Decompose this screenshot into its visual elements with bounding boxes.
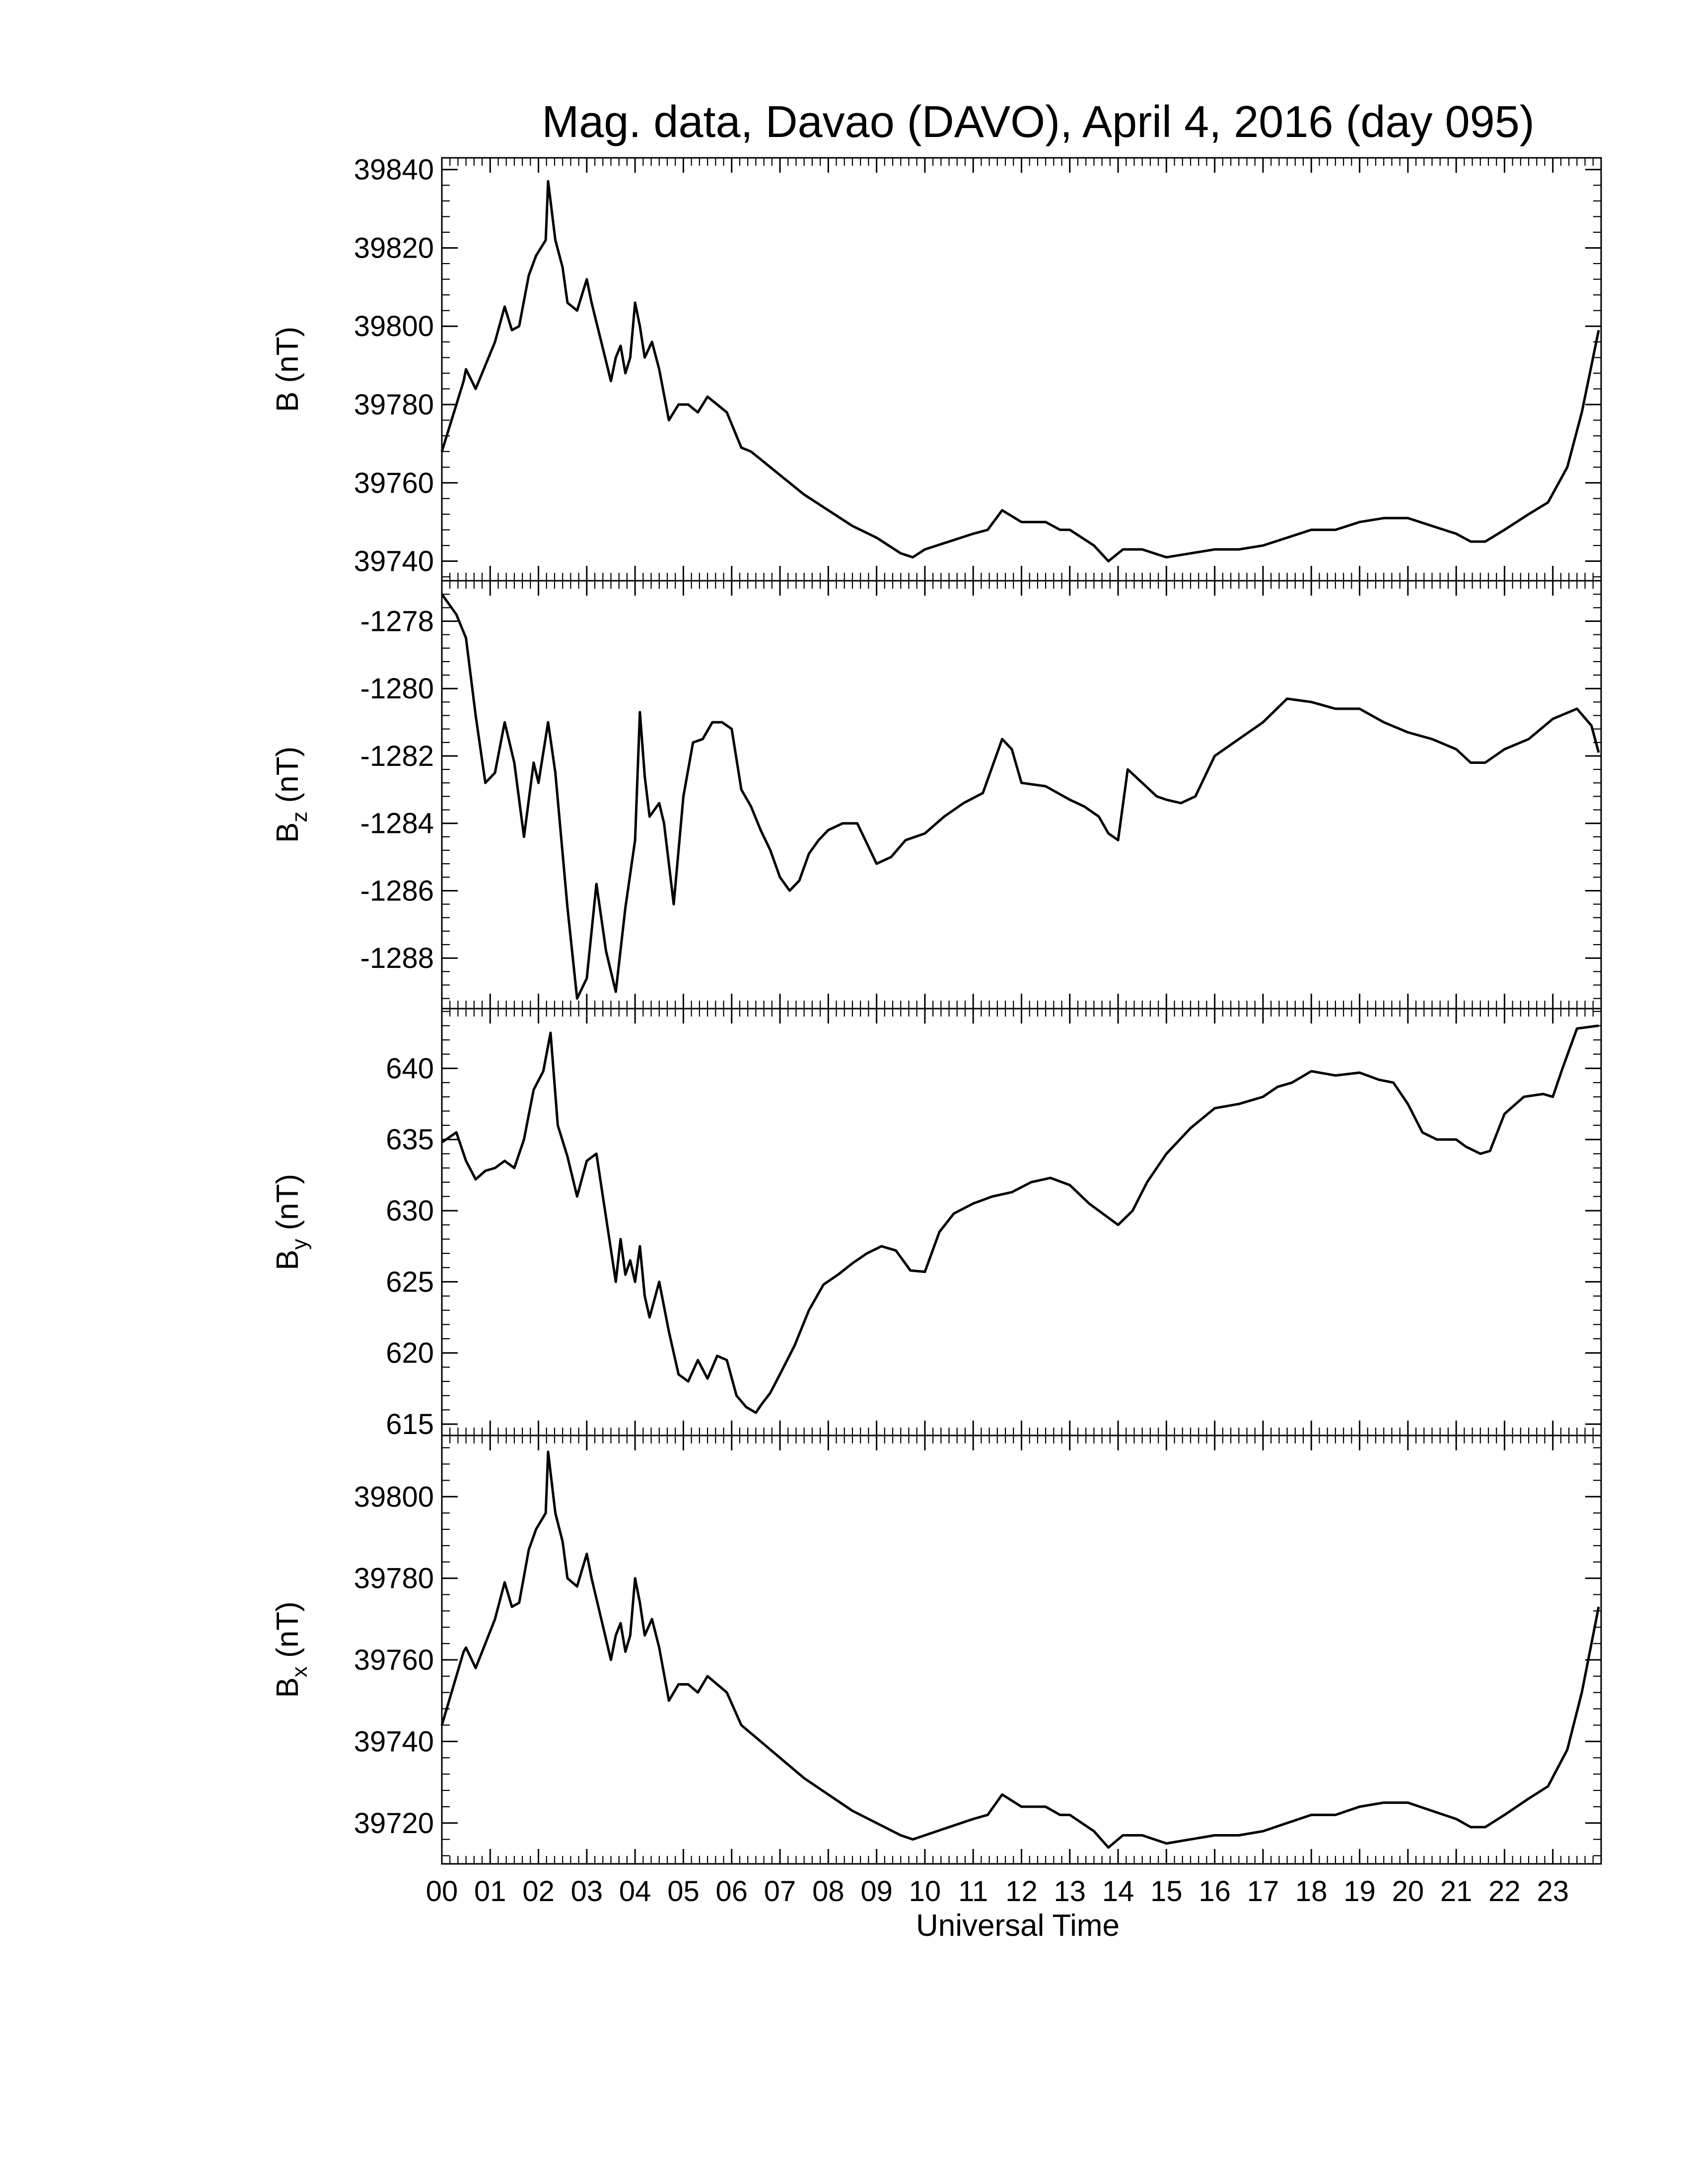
x-tick-label: 22 xyxy=(1488,1875,1521,1908)
x-tick-label: 04 xyxy=(619,1875,651,1908)
plot-frame xyxy=(441,157,1602,582)
y-tick-label: 39840 xyxy=(354,154,434,186)
x-tick-label: 14 xyxy=(1102,1875,1134,1908)
x-tick-label: 18 xyxy=(1295,1875,1328,1908)
y-axis-title: Bz (nT) xyxy=(271,747,312,843)
y-tick-label: 39740 xyxy=(354,1725,434,1758)
y-axis-title-subscript: x xyxy=(287,1666,312,1677)
panel-by: 615 620 625 630 635 640 By (nT) xyxy=(271,1008,1602,1440)
series-line-bx xyxy=(440,1450,1600,1849)
y-tick-label: -1278 xyxy=(360,605,434,637)
y-tick-label: -1286 xyxy=(360,875,434,907)
y-axis-title: By (nT) xyxy=(271,1174,312,1270)
y-tick-label: 39760 xyxy=(354,1644,434,1676)
x-tick-label: 01 xyxy=(474,1875,506,1908)
y-tick-label: 39720 xyxy=(354,1807,434,1840)
y-tick-label: 640 xyxy=(386,1052,434,1085)
series-line-by xyxy=(441,1024,1599,1414)
y-axis-title-subscript: y xyxy=(287,1239,312,1250)
y-tick-label: 39820 xyxy=(354,232,434,264)
panel-bz: -1288 -1286 -1284 -1282 -1280 -1278 Bz (nT) xyxy=(271,580,1602,1010)
x-tick-label: 06 xyxy=(715,1875,748,1908)
y-axis-title-units: (nT) xyxy=(271,1174,305,1239)
y-tick-label: -1288 xyxy=(360,942,434,974)
x-tick-label: 20 xyxy=(1392,1875,1424,1908)
x-tick-label: 21 xyxy=(1440,1875,1473,1908)
x-tick-label: 12 xyxy=(1005,1875,1038,1908)
y-tick-label: 615 xyxy=(386,1408,434,1440)
y-tick-label: 39780 xyxy=(354,1563,434,1595)
y-axis-title-units: (nT) xyxy=(271,1601,305,1666)
y-tick-label: 635 xyxy=(386,1124,434,1156)
x-tick-label: 05 xyxy=(667,1875,700,1908)
x-tick-label: 08 xyxy=(812,1875,844,1908)
x-axis-title: Universal Time xyxy=(916,1909,1120,1943)
panel-b: 39740 39760 39780 39800 39820 39840 B (nT) xyxy=(271,154,1602,582)
y-tick-label: -1284 xyxy=(360,808,434,840)
y-tick-label: 620 xyxy=(386,1337,434,1369)
y-axis-title-subscript: z xyxy=(287,812,312,822)
plot-frame xyxy=(441,1434,1602,1865)
x-tick-label: 16 xyxy=(1198,1875,1231,1908)
x-tick-label: 07 xyxy=(764,1875,796,1908)
plot-frame xyxy=(441,580,1602,1010)
y-tick-label: -1280 xyxy=(360,673,434,705)
y-axis-title-main: B (nT) xyxy=(271,327,305,412)
y-axis-title: Bx (nT) xyxy=(271,1601,312,1698)
x-tick-label: 00 xyxy=(426,1875,458,1908)
x-tick-label: 09 xyxy=(860,1875,893,1908)
y-tick-label: 39800 xyxy=(354,310,434,342)
x-axis: 00 01 02 03 04 05 06 07 08 09 10 11 12 13 14 15 16 17 18 19… xyxy=(426,1875,1569,1908)
x-tick-label: 10 xyxy=(909,1875,941,1908)
y-tick-label: 39780 xyxy=(354,389,434,421)
x-tick-label: 17 xyxy=(1247,1875,1279,1908)
y-tick-label: 39800 xyxy=(354,1481,434,1513)
chart-title: Mag. data, Davao (DAVO), April 4, 2016 (… xyxy=(542,97,1534,147)
x-tick-label: 11 xyxy=(958,1875,988,1908)
x-tick-label: 19 xyxy=(1343,1875,1376,1908)
series-line-b xyxy=(440,180,1600,563)
y-tick-label: 630 xyxy=(386,1195,434,1227)
y-tick-label: 39760 xyxy=(354,467,434,499)
series-line-bz xyxy=(440,593,1600,1000)
x-tick-label: 15 xyxy=(1150,1875,1183,1908)
panel-bx: 39720 39740 39760 39780 39800 Bx (nT) xyxy=(271,1434,1602,1865)
x-tick-label: 23 xyxy=(1537,1875,1569,1908)
y-axis-title-main: B xyxy=(271,1250,305,1270)
y-axis-title-main: B xyxy=(271,1677,305,1698)
x-tick-label: 13 xyxy=(1054,1875,1086,1908)
y-axis-title-units: (nT) xyxy=(271,747,305,812)
x-tick-label: 03 xyxy=(571,1875,603,1908)
y-tick-label: -1282 xyxy=(360,740,434,772)
y-axis-title-main: B xyxy=(271,822,305,843)
plot-frame xyxy=(441,1008,1602,1436)
y-tick-label: 39740 xyxy=(354,546,434,578)
y-tick-label: 625 xyxy=(386,1266,434,1298)
x-tick-label: 02 xyxy=(522,1875,555,1908)
y-axis-title: B (nT) xyxy=(271,327,305,412)
